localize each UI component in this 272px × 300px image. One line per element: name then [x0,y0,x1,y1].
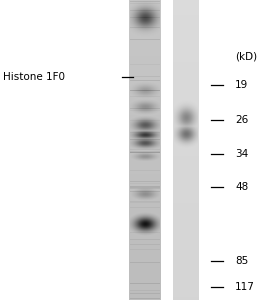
Text: 117: 117 [235,282,255,292]
Text: 26: 26 [235,115,249,125]
Text: 19: 19 [235,80,249,90]
Text: Histone 1F0: Histone 1F0 [3,71,65,82]
Text: 85: 85 [235,256,249,266]
Text: 48: 48 [235,182,249,192]
Text: (kD): (kD) [235,52,257,62]
Text: 34: 34 [235,149,249,159]
